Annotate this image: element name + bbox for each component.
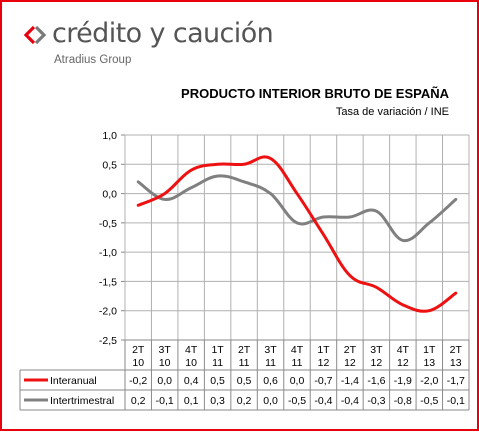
table-cell-value: -2,0 <box>420 375 438 387</box>
x-tick-label: 10 <box>132 357 144 369</box>
x-tick-label: 3T <box>159 344 172 356</box>
chart-title: PRODUCTO INTERIOR BRUTO DE ESPAÑA <box>181 86 449 101</box>
legend-label: Interanual <box>50 375 97 387</box>
x-tick-label: 1T <box>211 344 224 356</box>
x-tick-label: 11 <box>239 357 250 369</box>
y-tick-label: -2,5 <box>99 335 117 347</box>
x-tick-label: 11 <box>265 357 276 369</box>
table-cell-value: 0,2 <box>237 395 252 407</box>
series-line-interanual <box>136 155 458 313</box>
table-cell-value: 0,0 <box>290 375 305 387</box>
brand-name: crédito y caución <box>52 18 274 49</box>
x-tick-label: 3T <box>264 344 277 356</box>
table-cell-value: -1,9 <box>394 375 412 387</box>
table-cell-value: 0,6 <box>263 375 278 387</box>
table-cell-value: 0,2 <box>131 395 146 407</box>
table-cell-value: 0,3 <box>210 395 225 407</box>
table-cell-value: -1,4 <box>341 375 359 387</box>
table-cell-value: 0,0 <box>263 395 278 407</box>
y-tick-label: -1,5 <box>99 276 117 288</box>
x-tick-label: 4T <box>397 344 410 356</box>
table-cell-value: 0,5 <box>210 375 225 387</box>
x-tick-label: 2T <box>132 344 145 356</box>
table-cell-value: -0,5 <box>288 395 306 407</box>
y-tick-label: -0,5 <box>99 218 117 230</box>
table-cell-value: -0,3 <box>367 395 385 407</box>
brand-chevron-icon <box>24 26 46 44</box>
x-tick-label: 3T <box>370 344 383 356</box>
x-tick-label: 2T <box>450 344 463 356</box>
x-tick-label: 10 <box>185 357 197 369</box>
x-tick-label: 13 <box>423 357 435 369</box>
table-cell-value: -1,7 <box>447 375 465 387</box>
chart-subtitle: Tasa de variación / INE <box>335 106 449 118</box>
table-cell-value: 0,1 <box>184 395 199 407</box>
table-cell-value: 0,0 <box>157 375 172 387</box>
series-line-intertrimestral <box>136 174 458 243</box>
x-tick-label: 4T <box>291 344 304 356</box>
x-tick-label: 12 <box>397 357 409 369</box>
y-tick-label: -1,0 <box>99 247 117 259</box>
x-tick-label: 2T <box>344 344 357 356</box>
y-tick-label: 0,5 <box>102 159 117 171</box>
table-cell-value: 0,4 <box>184 375 199 387</box>
x-tick-label: 1T <box>423 344 436 356</box>
x-tick-label: 12 <box>344 357 356 369</box>
table-cell-value: -0,5 <box>420 395 438 407</box>
table-cell-value: 0,5 <box>237 375 252 387</box>
table-cell-value: -0,1 <box>156 395 174 407</box>
x-tick-label: 12 <box>371 357 383 369</box>
table-cell-value: -1,6 <box>367 375 385 387</box>
x-tick-label: 12 <box>318 357 330 369</box>
brand-logo: crédito y caución Atradius Group <box>2 2 479 82</box>
x-tick-label: 11 <box>212 357 223 369</box>
legend-label: Intertrimestral <box>50 395 114 407</box>
table-cell-value: -0,7 <box>314 375 332 387</box>
x-tick-label: 4T <box>185 344 198 356</box>
table-cell-value: -0,8 <box>394 395 412 407</box>
brand-subtitle: Atradius Group <box>54 54 132 66</box>
x-tick-label: 2T <box>238 344 251 356</box>
x-tick-label: 1T <box>317 344 330 356</box>
x-tick-label: 10 <box>159 357 171 369</box>
table-cell-value: -0,1 <box>447 395 465 407</box>
table-cell-value: -0,2 <box>129 375 147 387</box>
y-tick-label: 0,0 <box>102 189 117 201</box>
table-cell-value: -0,4 <box>314 395 332 407</box>
y-tick-label: -2,0 <box>99 306 117 318</box>
x-tick-label: 13 <box>450 357 462 369</box>
x-tick-label: 11 <box>292 357 303 369</box>
table-cell-value: -0,4 <box>341 395 359 407</box>
y-tick-label: 1,0 <box>102 130 117 142</box>
